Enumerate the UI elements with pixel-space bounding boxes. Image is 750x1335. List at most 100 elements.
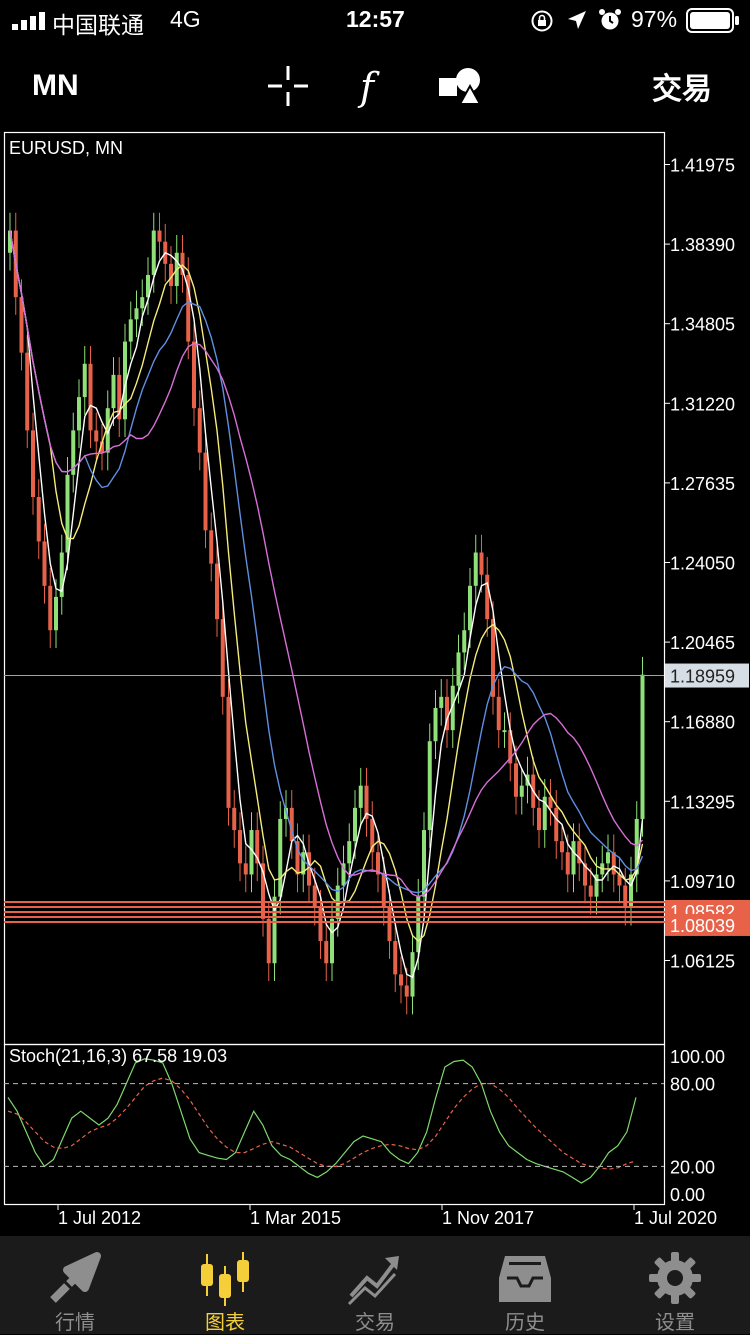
price-tick-label: 1.06125 xyxy=(670,952,735,972)
candle-body xyxy=(370,818,375,853)
candle-body xyxy=(261,863,265,919)
candle-body xyxy=(266,918,271,964)
candle-body xyxy=(203,452,208,531)
candle-body xyxy=(577,841,582,864)
candle-body xyxy=(491,619,495,697)
candle-body xyxy=(169,263,173,287)
date-tick-label: 1 Mar 2015 xyxy=(250,1208,341,1228)
candle-body xyxy=(117,374,122,420)
candle-body xyxy=(31,430,35,497)
candle-body xyxy=(88,363,93,431)
tab-history[interactable]: 历史 xyxy=(450,1236,600,1334)
candle-body xyxy=(606,852,610,864)
candle-body xyxy=(94,430,99,442)
chart-area[interactable]: 1.08582 1.08039 EURUSD, MN Stoch(21,16,3)… xyxy=(0,128,750,1236)
candle-body xyxy=(468,585,472,631)
candle-body xyxy=(594,874,599,897)
price-tick-label: 1.16880 xyxy=(670,713,735,733)
tab-settings[interactable]: 设置 xyxy=(600,1236,750,1334)
date-tick-label: 1 Jul 2020 xyxy=(634,1208,717,1228)
alarm-icon xyxy=(599,9,621,30)
candle-body xyxy=(71,430,76,475)
price-tick-label: 1.34805 xyxy=(670,315,735,335)
candle-body xyxy=(611,852,616,875)
current-price-box xyxy=(665,663,749,688)
candle-body xyxy=(508,730,513,764)
carrier-name: 中国联通 xyxy=(52,12,144,38)
candle-body xyxy=(560,841,564,853)
candle-body xyxy=(496,696,501,731)
date-axis: 1 Jul 2012 1 Mar 2015 1 Nov 2017 1 Jul 2020 xyxy=(57,1204,717,1228)
candle-body xyxy=(364,785,369,819)
candle-body xyxy=(220,619,225,697)
candle-body xyxy=(238,830,242,864)
candle-body xyxy=(381,874,386,908)
candle-body xyxy=(376,852,380,875)
stoch-tick-label: 0.00 xyxy=(670,1185,705,1205)
candle-body xyxy=(473,552,478,586)
candle-body xyxy=(583,863,587,886)
current-price-label: 1.18959 xyxy=(670,667,735,687)
trade-icon xyxy=(347,1256,399,1306)
price-tick-label: 1.38390 xyxy=(670,235,735,255)
status-bar: 中国联通 4G 12:57 97% xyxy=(0,0,750,42)
candle-body xyxy=(249,830,254,875)
function-icon[interactable]: f xyxy=(352,64,392,108)
crosshair-icon[interactable] xyxy=(266,64,310,108)
candle-body xyxy=(439,696,444,708)
candle-body xyxy=(25,352,30,431)
candle-body xyxy=(565,852,570,875)
candle-body xyxy=(312,885,317,908)
tab-chart[interactable]: 图表 xyxy=(150,1236,300,1334)
candle-body xyxy=(77,397,81,431)
trade-button[interactable]: 交易 xyxy=(652,73,712,106)
moving-average-line xyxy=(9,230,643,898)
moving-averages xyxy=(9,230,644,979)
candle-body xyxy=(146,274,150,298)
candle-body xyxy=(105,408,110,453)
candle-body xyxy=(479,552,484,575)
objects-icon[interactable] xyxy=(437,64,483,108)
chart-toolbar: MN f 交易 xyxy=(0,42,750,128)
candle-body xyxy=(301,852,306,875)
tab-history-label: 历史 xyxy=(505,1312,545,1334)
candle-body xyxy=(307,852,311,886)
level-price-label: 1.08039 xyxy=(670,916,735,936)
date-tick-label: 1 Jul 2012 xyxy=(58,1208,141,1228)
candle-body xyxy=(180,252,185,275)
indicator-label: Stoch(21,16,3) 67.58 19.03 xyxy=(9,1046,227,1066)
candle-body xyxy=(502,730,507,733)
candle-body xyxy=(134,308,139,320)
price-tick-label: 1.24050 xyxy=(670,554,735,574)
settings-icon xyxy=(649,1252,701,1304)
candle-body xyxy=(404,985,409,997)
candle-body xyxy=(623,885,628,908)
candle-body xyxy=(59,552,64,597)
svg-text:f: f xyxy=(357,65,380,108)
period-button[interactable]: MN xyxy=(32,69,79,102)
stoch-line xyxy=(7,1058,637,1184)
candle-body xyxy=(542,796,547,831)
candle-body xyxy=(215,563,219,620)
battery-percent: 97% xyxy=(631,6,678,32)
candle-body xyxy=(445,696,449,731)
price-tick-label: 1.20465 xyxy=(670,633,735,653)
candle-body xyxy=(548,796,553,808)
stoch-tick-label: 80.00 xyxy=(670,1075,715,1095)
stoch-tick-label: 100.00 xyxy=(670,1047,725,1067)
candle-body xyxy=(19,297,24,353)
candle-body xyxy=(272,896,277,964)
price-tick-label: 1.41975 xyxy=(670,156,735,176)
candle-body xyxy=(456,652,461,686)
tab-quotes[interactable]: 行情 xyxy=(0,1236,150,1334)
candle-body xyxy=(588,885,593,897)
candle-body xyxy=(318,907,323,942)
candle-body xyxy=(36,496,41,542)
candle-body xyxy=(324,941,329,964)
candle-body xyxy=(634,818,639,875)
moving-average-line xyxy=(9,230,644,979)
tab-trade[interactable]: 交易 xyxy=(300,1236,450,1334)
candle-body xyxy=(65,474,70,553)
candle-body xyxy=(514,763,518,797)
